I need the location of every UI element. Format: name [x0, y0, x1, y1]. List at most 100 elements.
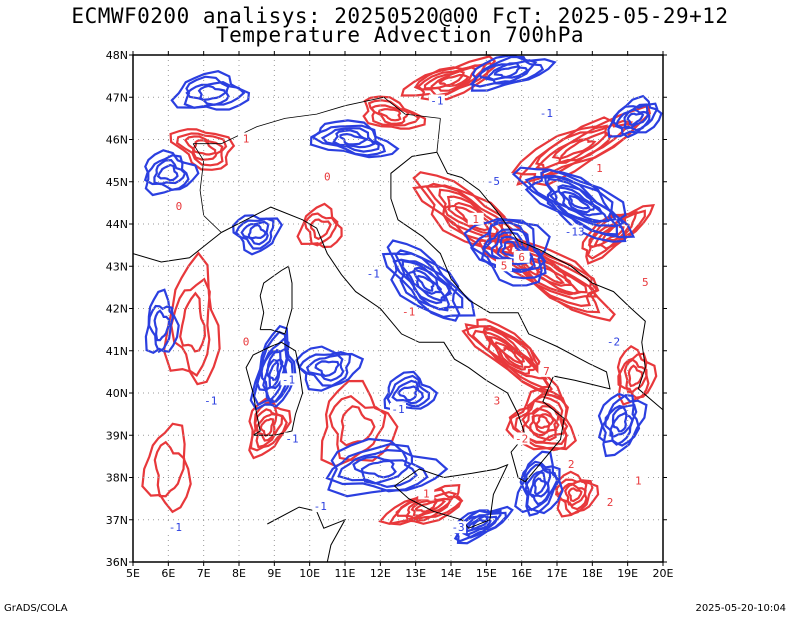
contour-line — [511, 166, 627, 243]
title-line-2: Temperature Advection 700hPa — [215, 23, 584, 47]
lat-label: 37N — [106, 514, 128, 527]
contour-label-box — [418, 487, 435, 500]
latitude-labels: 48N 47N 46N 45N 44N 43N 42N 41N 40N 39N 38N 37N 36N — [106, 49, 128, 569]
contour-line — [438, 188, 509, 238]
lon-label: 11E — [335, 567, 356, 580]
contour-line — [505, 243, 598, 300]
contour-line — [519, 460, 561, 517]
contour-line — [169, 128, 236, 171]
lon-label: 5E — [126, 567, 140, 580]
contour-label-box — [428, 94, 445, 107]
title-line-1: ECMWF0200 analisys: 20250520@00 FcT: 202… — [71, 4, 729, 28]
contour-line — [309, 218, 332, 241]
contour-line — [564, 483, 587, 507]
contour-line — [247, 223, 267, 240]
contour-line — [534, 119, 634, 178]
lat-label: 45N — [106, 176, 128, 189]
contour-label-box — [450, 521, 467, 534]
lon-label: 8E — [232, 567, 246, 580]
contour-label-box — [238, 335, 255, 348]
contour-line — [534, 124, 613, 171]
contour-label-box — [513, 250, 530, 263]
contour-line — [412, 269, 443, 295]
contour-label-box — [284, 432, 300, 445]
contour-line — [612, 102, 659, 139]
contour-line — [560, 190, 596, 214]
coastline — [436, 151, 663, 411]
contour-label: 0 — [176, 200, 183, 213]
contour-line — [153, 440, 186, 498]
lon-label: 15E — [476, 567, 497, 580]
contour-label: -13 — [565, 225, 585, 238]
contour-label-box — [496, 259, 512, 272]
contour-label: 1 — [596, 162, 603, 175]
contour-label: -2 — [515, 432, 528, 445]
lat-label: 42N — [106, 303, 128, 316]
contour-line — [470, 218, 547, 280]
contour-line — [147, 304, 174, 354]
contour-line — [430, 70, 470, 90]
contour-line — [545, 177, 617, 224]
contour-line — [533, 477, 547, 496]
contour-line — [623, 358, 648, 394]
contour-line — [493, 65, 521, 79]
contour-line — [528, 471, 550, 498]
contour-label-box — [538, 364, 555, 377]
contour-line — [391, 379, 425, 405]
contour-line — [153, 158, 187, 186]
contour-label: -1 — [204, 394, 217, 407]
contour-line — [314, 360, 340, 378]
contour-line — [586, 209, 646, 260]
footer-timestamp: 2025-05-20-10:04 — [695, 603, 786, 614]
contour-label: -1 — [285, 432, 298, 445]
lat-label: 43N — [106, 260, 128, 273]
contour-label-box — [365, 267, 382, 280]
contour-line — [141, 422, 192, 514]
contour-line — [143, 154, 190, 191]
contour-line — [296, 202, 343, 249]
contour-line — [463, 217, 551, 287]
coastline — [245, 341, 304, 436]
contour-line — [248, 397, 292, 460]
contour-line — [377, 108, 402, 122]
contour-line — [438, 73, 465, 87]
contour-line — [369, 104, 410, 126]
contour-line — [337, 448, 418, 489]
contour-label-box — [485, 174, 502, 187]
contour-line — [183, 135, 224, 161]
country-border — [436, 118, 441, 153]
contour-line — [516, 116, 638, 186]
contour-line — [464, 323, 553, 394]
coastlines — [133, 96, 663, 562]
contour-line — [153, 309, 171, 342]
contour-line — [482, 330, 539, 375]
contour-label-box — [467, 212, 484, 225]
cold-advection-contours — [143, 55, 663, 545]
contour-line — [325, 443, 429, 493]
contour-line — [381, 252, 461, 322]
contour-label-box — [170, 200, 187, 213]
contour-line — [614, 103, 651, 132]
contour-label: 1 — [243, 133, 250, 146]
contour-label: 1 — [472, 213, 479, 226]
coastline — [221, 151, 611, 483]
lon-label: 10E — [299, 567, 320, 580]
contour-line — [558, 479, 588, 511]
lon-label: 16E — [511, 567, 532, 580]
contour-line — [305, 354, 345, 382]
contour-label: 0 — [243, 335, 250, 348]
lat-label: 41N — [106, 345, 128, 358]
contour-line — [320, 379, 399, 468]
lon-label: 20E — [653, 567, 674, 580]
contour-line — [156, 163, 179, 182]
contour-line — [505, 387, 577, 451]
contour-label-box — [238, 132, 255, 145]
contour-line — [616, 344, 658, 406]
contour-label-box — [563, 457, 580, 470]
country-border — [193, 96, 441, 145]
contour-line — [328, 394, 387, 461]
lon-label: 9E — [267, 567, 281, 580]
contour-line — [484, 62, 529, 82]
contour-line — [611, 411, 628, 433]
